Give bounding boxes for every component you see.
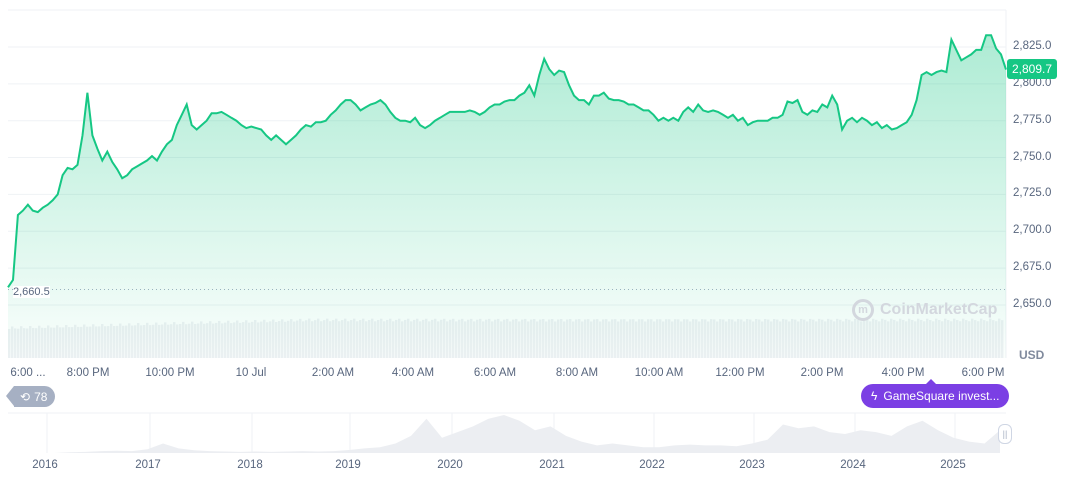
y-tick-label: 2,800.0 [1013, 76, 1052, 89]
x-tick-label: 6:00 AM [473, 367, 517, 379]
navigator-handle[interactable]: || [998, 424, 1012, 444]
x-tick-label: 2:00 PM [800, 367, 844, 379]
x-tick-label: 4:00 AM [391, 367, 435, 379]
navigator-year-label: 2025 [940, 459, 966, 471]
history-badge[interactable]: ⟲ 78 [5, 386, 56, 407]
lightning-icon: ϟ [871, 389, 878, 403]
y-tick-label: 2,675.0 [1013, 261, 1052, 274]
navigator-year-label: 2024 [840, 459, 866, 471]
navigator-year-label: 2016 [32, 459, 58, 471]
y-tick-label: 2,775.0 [1013, 113, 1052, 126]
y-tick-label: 2,650.0 [1013, 297, 1052, 310]
navigator-area [8, 415, 1000, 453]
x-tick-label: 10:00 AM [634, 367, 684, 379]
min-price-label: 2,660.5 [13, 286, 50, 298]
navigator-year-label: 2018 [237, 459, 263, 471]
navigator-year-label: 2020 [437, 459, 463, 471]
x-tick-label: 12:00 PM [715, 367, 765, 379]
navigator-year-label: 2019 [335, 459, 361, 471]
price-area [8, 35, 1006, 358]
x-tick-label: 6:00 PM [961, 367, 1005, 379]
history-count: 78 [34, 389, 48, 404]
x-tick-label: 8:00 PM [66, 367, 110, 379]
navigator-year-label: 2023 [739, 459, 765, 471]
y-tick-label: 2,725.0 [1013, 187, 1052, 200]
currency-label: USD [1019, 348, 1045, 362]
x-tick-label: 10 Jul [235, 367, 267, 379]
x-tick-label: 2:00 AM [311, 367, 355, 379]
news-badge[interactable]: ϟ GameSquare invest... [861, 379, 1010, 408]
y-tick-label: 2,825.0 [1013, 40, 1052, 52]
current-price-label: 2,809.7 [1007, 59, 1058, 79]
navigator-year-label: 2022 [639, 459, 665, 471]
x-tick-label: 6:00 ... [10, 367, 46, 379]
y-tick-label: 2,750.0 [1013, 150, 1052, 163]
coinmarketcap-watermark: m CoinMarketCap [852, 299, 997, 321]
news-label: GameSquare invest... [883, 389, 1000, 403]
coinmarketcap-logo-icon: m [852, 299, 874, 321]
watermark-text: CoinMarketCap [880, 301, 998, 318]
x-tick-label: 4:00 PM [881, 367, 925, 379]
x-tick-label: 10:00 PM [145, 367, 195, 379]
x-tick-label: 8:00 AM [555, 367, 599, 379]
history-icon: ⟲ [20, 389, 31, 404]
navigator-year-label: 2021 [539, 459, 565, 471]
price-line [7, 34, 1007, 288]
y-tick-label: 2,700.0 [1013, 224, 1052, 237]
navigator-year-label: 2017 [135, 459, 161, 471]
